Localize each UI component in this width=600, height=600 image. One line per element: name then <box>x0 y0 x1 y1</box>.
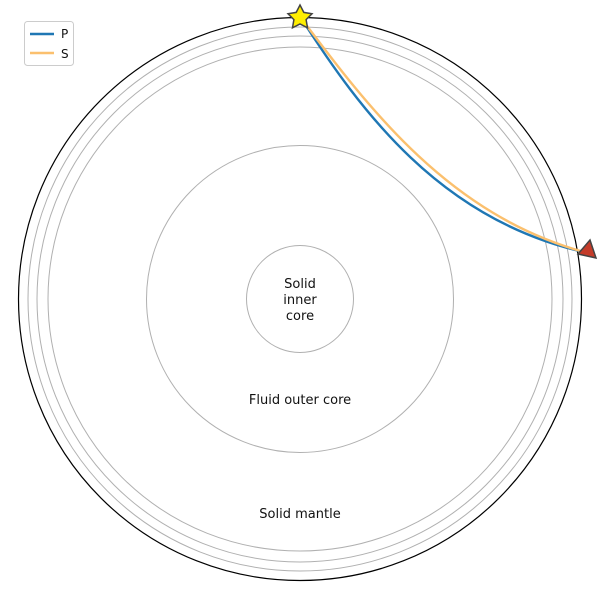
legend-p-label: P <box>61 27 68 41</box>
legend: P S <box>24 21 74 66</box>
legend-box <box>24 21 74 66</box>
mantle-discontinuity-660 <box>47 46 553 552</box>
inner-core-label-line2: inner <box>283 293 317 308</box>
discontinuity-circles <box>27 26 573 572</box>
inner-core-label-line1: Solid <box>284 277 316 292</box>
mantle-label: Solid mantle <box>259 507 340 522</box>
outer-core-label: Fluid outer core <box>249 393 351 408</box>
inner-core-boundary <box>246 245 354 353</box>
receiver-triangle-icon <box>576 238 598 260</box>
source-star-icon <box>286 3 314 30</box>
s-wave-ray <box>300 17 585 254</box>
mantle-discontinuity-410 <box>36 35 564 563</box>
p-wave-ray <box>299 17 585 254</box>
core-mantle-boundary <box>146 145 454 453</box>
inner-core-label-line3: core <box>286 309 314 324</box>
moho-boundary <box>27 26 573 572</box>
legend-s-label: S <box>61 47 69 61</box>
